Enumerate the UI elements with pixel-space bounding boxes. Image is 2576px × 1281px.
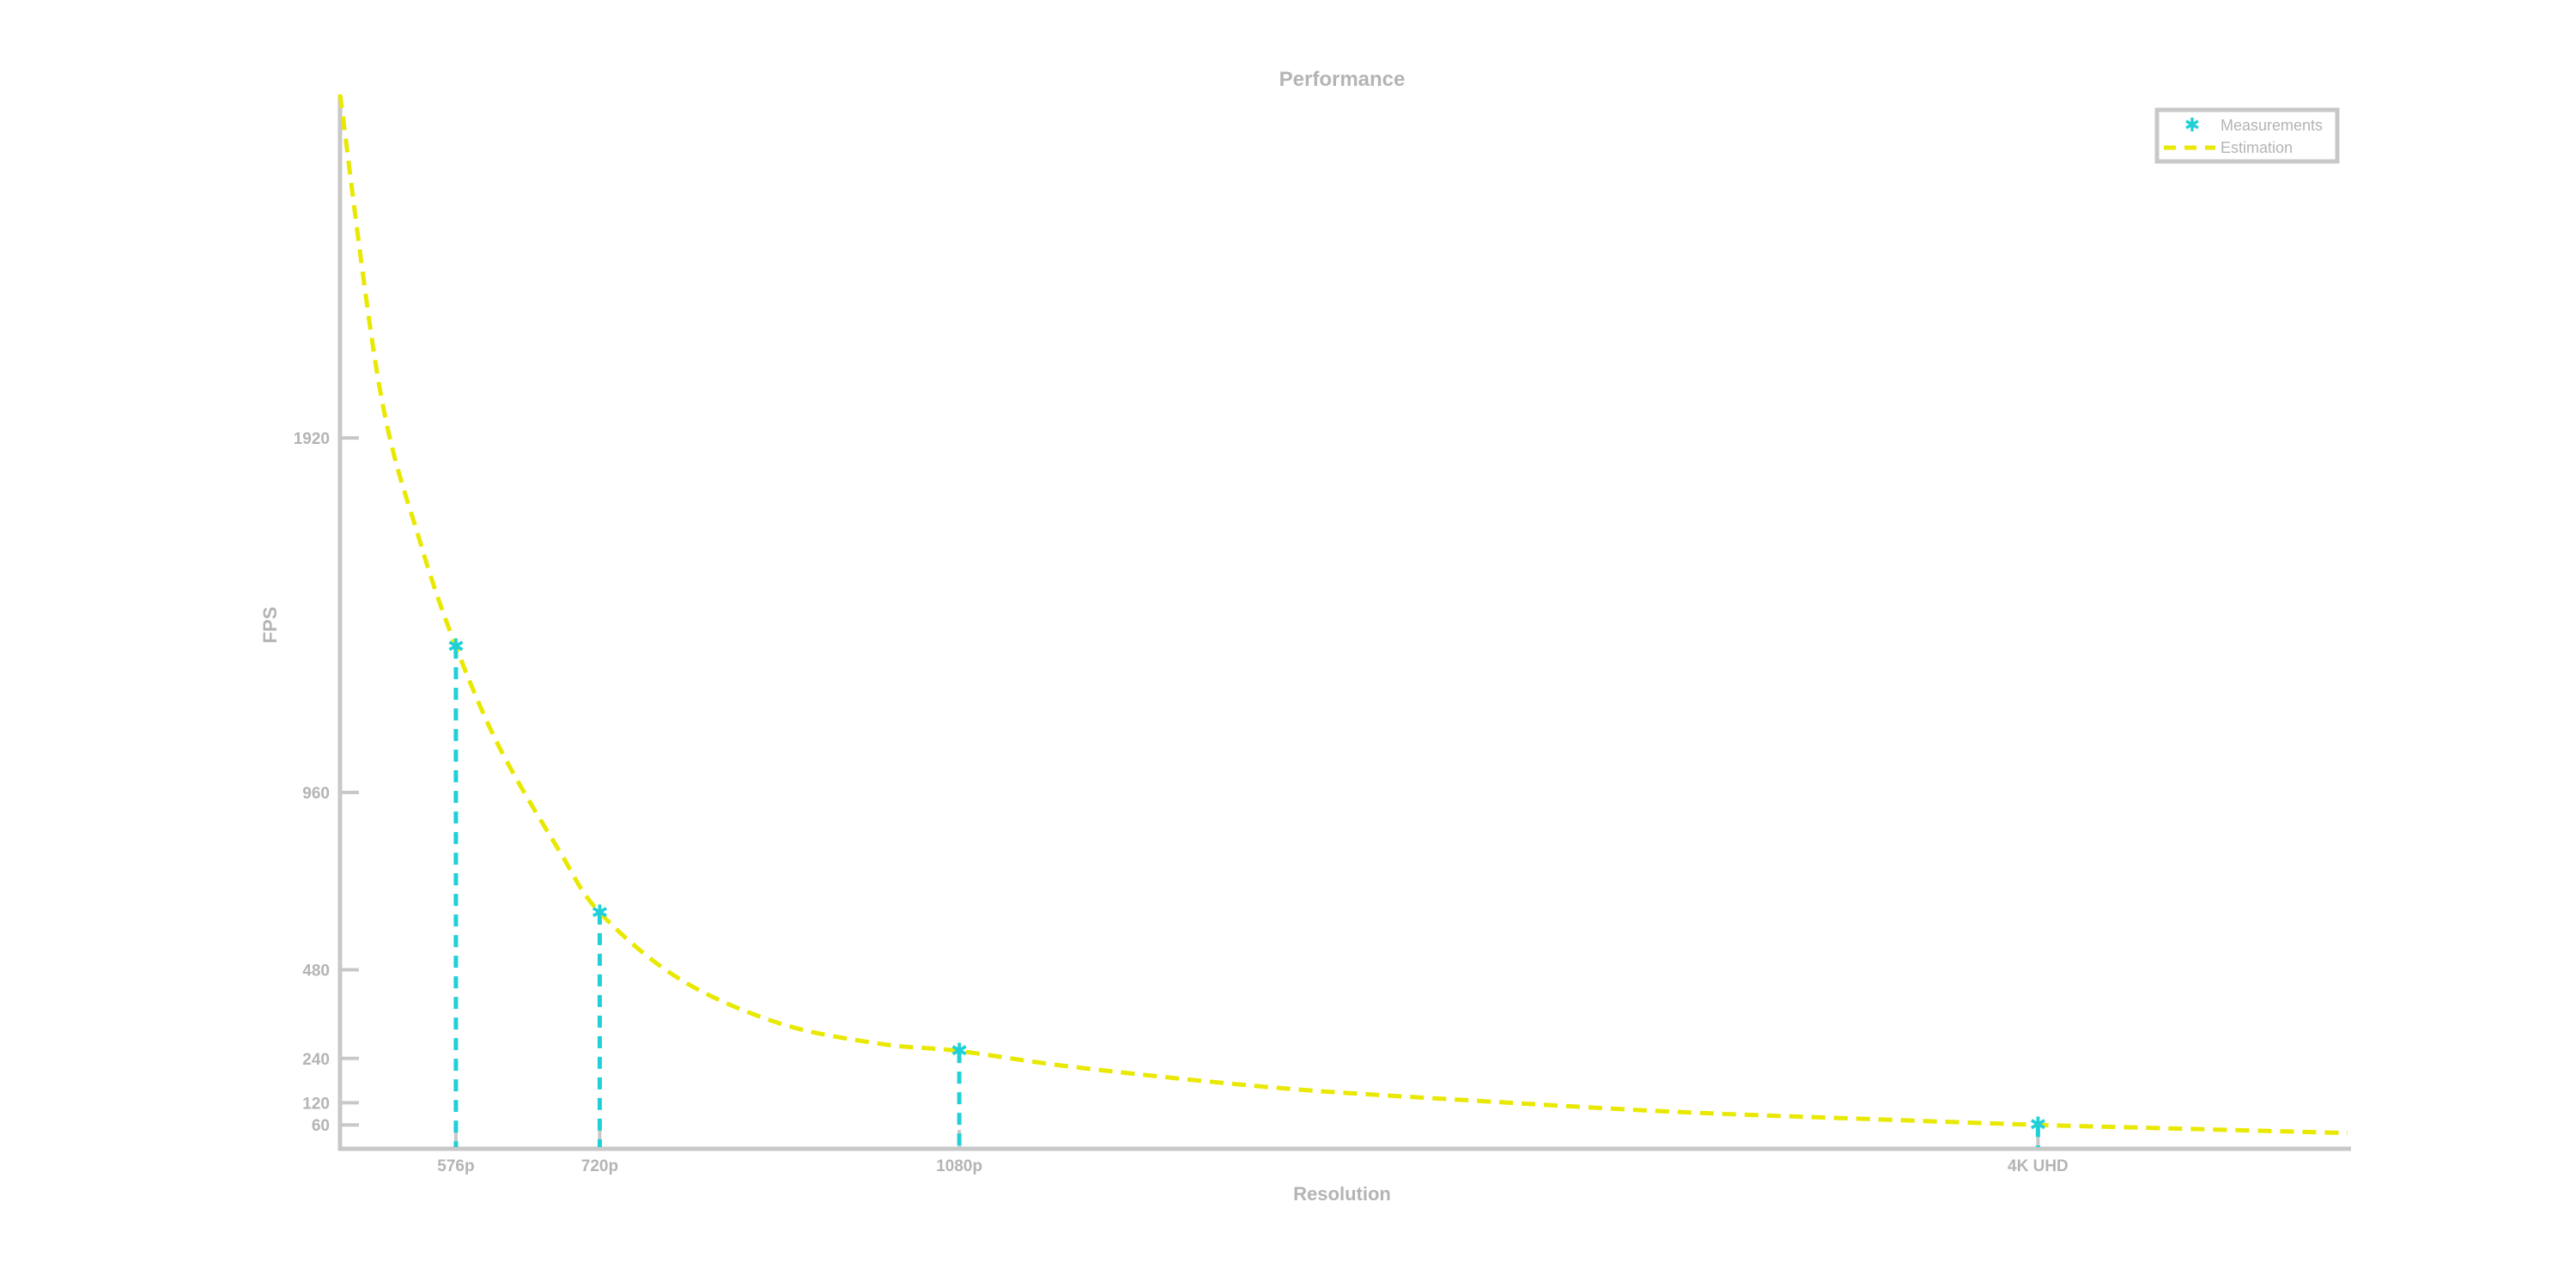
x-tick-label: 1080p [936,1157,982,1175]
legend-box [2154,107,2340,164]
measurement-point: ✱ [447,634,465,659]
measurement-markers: ✱ ✱ ✱ ✱ [447,634,2047,1137]
legend-label-measurements: Measurements [2221,117,2323,134]
x-tick-label: 576p [437,1157,474,1175]
measurement-point: ✱ [591,901,608,925]
x-axis-label: Resolution [1293,1183,1391,1205]
y-ticks: 60 120 240 480 960 1920 [294,430,359,1135]
measurement-point: ✱ [2029,1113,2046,1137]
legend: ✱ Measurements Estimation [2154,107,2340,164]
y-tick-label: 120 [302,1095,330,1113]
x-tick-label: 720p [581,1157,618,1175]
x-ticks: 576p 720p 1080p 4K UHD [437,1130,2069,1175]
y-axis-label: FPS [259,607,281,644]
chart-title: Performance [1279,68,1406,91]
estimation-line [337,94,2348,1136]
measurement-stems [453,647,2040,1147]
y-tick-label: 480 [302,962,330,980]
y-tick-label: 60 [312,1117,330,1135]
legend-marker-measurements: ✱ [2184,115,2200,137]
measurement-point: ✱ [951,1039,968,1063]
x-tick-label: 4K UHD [2008,1157,2069,1175]
y-tick-label: 960 [302,785,330,803]
legend-label-estimation: Estimation [2221,139,2293,156]
estimation-series [337,94,2348,1136]
y-tick-label: 1920 [294,430,330,448]
y-tick-label: 240 [302,1051,330,1069]
